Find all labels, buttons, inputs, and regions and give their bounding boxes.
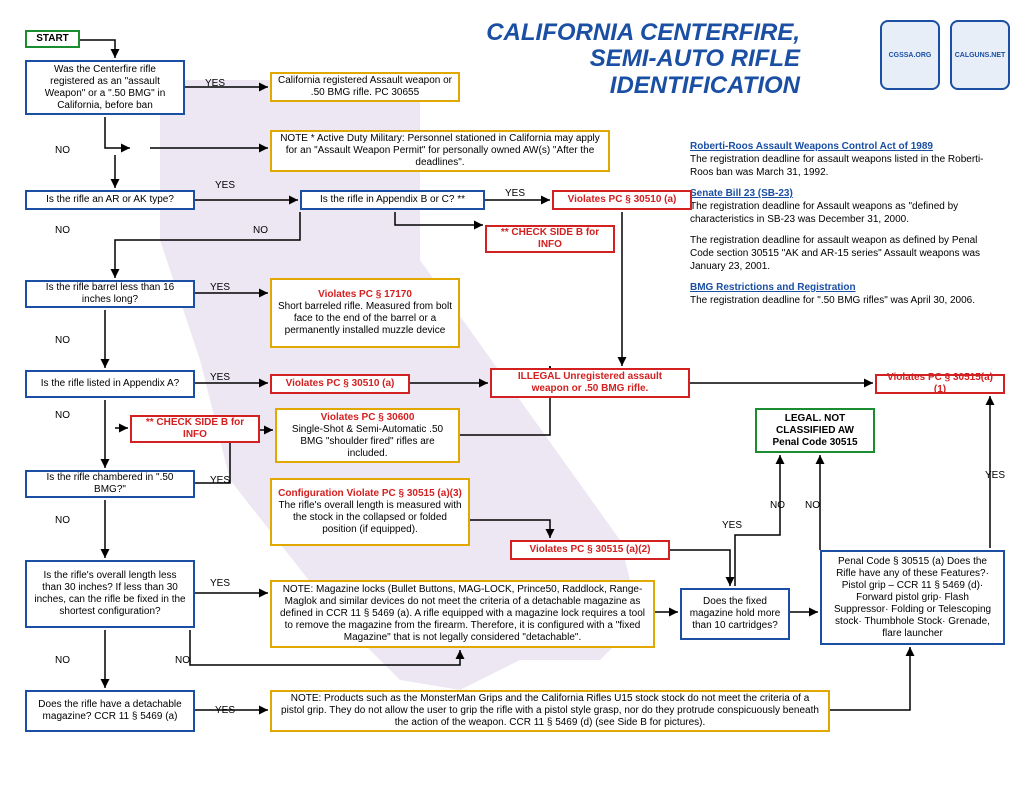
- info-p4: The registration deadline for ".50 BMG r…: [690, 295, 975, 306]
- calguns-logo: CALGUNS.NET: [950, 20, 1010, 90]
- title-line-1: CALIFORNIA CENTERFIRE,: [486, 20, 800, 46]
- q-detachable-mag: Does the rifle have a detachable magazin…: [25, 690, 195, 732]
- q-features: Penal Code § 30515 (a) Does the Rifle ha…: [820, 550, 1005, 645]
- info-panel: Roberti-Roos Assault Weapons Control Act…: [690, 140, 1000, 315]
- yes-label: YES: [985, 470, 1005, 481]
- check-side-b-2: ** CHECK SIDE B for INFO: [130, 415, 260, 443]
- violates-30515a2: Violates PC § 30515 (a)(2): [510, 540, 670, 560]
- no-label: NO: [55, 410, 70, 421]
- q-appendix-bc: Is the rifle in Appendix B or C? **: [300, 190, 485, 210]
- info-p3: The registration deadline for assault we…: [690, 235, 980, 272]
- no-label: NO: [55, 145, 70, 156]
- q-registered: Was the Centerfire rifle registered as a…: [25, 60, 185, 115]
- illegal-unregistered: ILLEGAL Unregistered assault weapon or .…: [490, 368, 690, 398]
- violates-30515a3: Configuration Violate PC § 30515 (a)(3) …: [270, 478, 470, 546]
- yes-label: YES: [722, 520, 742, 531]
- no-label: NO: [55, 225, 70, 236]
- info-h2: Senate Bill 23 (SB-23): [690, 188, 793, 199]
- yes-label: YES: [215, 705, 235, 716]
- no-label: NO: [55, 515, 70, 526]
- result-registered: California registered Assault weapon or …: [270, 72, 460, 102]
- violates-17170: Violates PC § 17170 Short barreled rifle…: [270, 278, 460, 348]
- q-appendix-a: Is the rifle listed in Appendix A?: [25, 370, 195, 398]
- no-label: NO: [805, 500, 820, 511]
- legal-box: LEGAL. NOT CLASSIFIED AW Penal Code 3051…: [755, 408, 875, 453]
- q-50bmg: Is the rifle chambered in ".50 BMG?": [25, 470, 195, 498]
- note-military: NOTE * Active Duty Military: Personnel s…: [270, 130, 610, 172]
- start-box: START: [25, 30, 80, 48]
- title-line-2: SEMI-AUTO RIFLE: [486, 46, 800, 72]
- check-side-b-1: ** CHECK SIDE B for INFO: [485, 225, 615, 253]
- q-barrel-16: Is the rifle barrel less than 16 inches …: [25, 280, 195, 308]
- yes-label: YES: [215, 180, 235, 191]
- yes-label: YES: [210, 282, 230, 293]
- title-line-3: IDENTIFICATION: [486, 73, 800, 99]
- violates-30515a1: Violates PC § 30515(a)(1): [875, 374, 1005, 394]
- no-label: NO: [55, 655, 70, 666]
- cgssa-logo: CGSSA.ORG: [880, 20, 940, 90]
- note-magazine: NOTE: Magazine locks (Bullet Buttons, MA…: [270, 580, 655, 648]
- note-grip: NOTE: Products such as the MonsterMan Gr…: [270, 690, 830, 732]
- no-label: NO: [770, 500, 785, 511]
- page-title: CALIFORNIA CENTERFIRE, SEMI-AUTO RIFLE I…: [486, 20, 800, 99]
- q-ar-ak: Is the rifle an AR or AK type?: [25, 190, 195, 210]
- violates-30510a-2: Violates PC § 30510 (a): [270, 374, 410, 394]
- no-label: NO: [175, 655, 190, 666]
- info-p1: The registration deadline for assault we…: [690, 154, 984, 178]
- no-label: NO: [253, 225, 268, 236]
- q-fixed-mag: Does the fixed magazine hold more than 1…: [680, 588, 790, 640]
- violates-30600: Violates PC § 30600 Single-Shot & Semi-A…: [275, 408, 460, 463]
- yes-label: YES: [210, 372, 230, 383]
- yes-label: YES: [505, 188, 525, 199]
- logo-row: CGSSA.ORG CALGUNS.NET: [880, 20, 1010, 90]
- violates-30510a: Violates PC § 30510 (a): [552, 190, 692, 210]
- q-overall-length: Is the rifle's overall length less than …: [25, 560, 195, 628]
- info-h3: BMG Restrictions and Registration: [690, 282, 856, 293]
- yes-label: YES: [210, 475, 230, 486]
- yes-label: YES: [210, 578, 230, 589]
- info-p2: The registration deadline for Assault we…: [690, 201, 958, 225]
- info-h1: Roberti-Roos Assault Weapons Control Act…: [690, 141, 933, 152]
- yes-label: YES: [205, 78, 225, 89]
- no-label: NO: [55, 335, 70, 346]
